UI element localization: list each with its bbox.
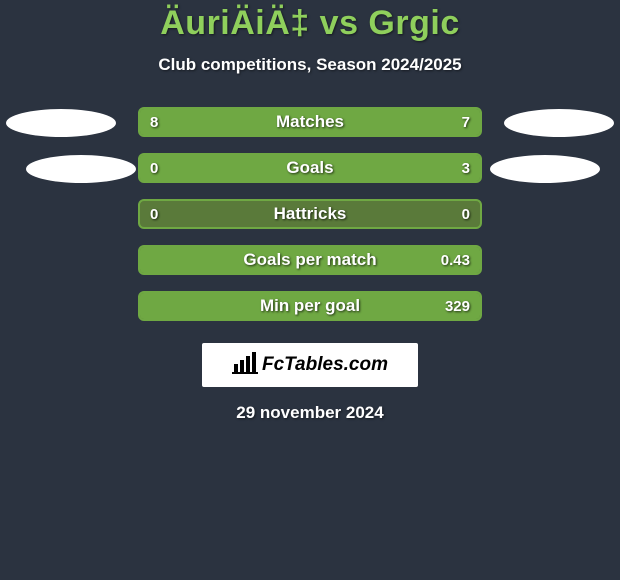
stat-left-value: 0 [150,201,158,227]
stat-bar: Goals per match0.43 [138,245,482,275]
stat-right-value: 0 [462,201,470,227]
stat-bar: Hattricks0 0 [138,199,482,229]
stat-rows: Matches87Goals03Hattricks00Goals per mat… [0,103,620,333]
stat-row: Goals0 3 [0,149,620,195]
stat-bar: Goals0 3 [138,153,482,183]
stat-right-value: 7 [462,109,470,135]
stat-bar: Min per goal329 [138,291,482,321]
chart-icon [232,352,258,379]
stat-label: Hattricks [140,201,480,227]
stat-left-value: 0 [150,155,158,181]
logo-inner: FcTables.com [232,352,388,379]
stat-right-value: 3 [462,155,470,181]
page-title: ÄuriÄiÄ‡ vs Grgic [0,4,620,43]
stat-label: Goals [140,155,480,181]
player-left-marker [26,155,136,183]
stat-bar: Matches8 7 [138,107,482,137]
stat-right-value: 0.43 [441,247,470,273]
stat-row: Goals per match0.43 [0,241,620,287]
date-text: 29 november 2024 [0,403,620,423]
player-right-marker [504,109,614,137]
player-left-marker [6,109,116,137]
logo-text: FcTables.com [262,354,388,376]
logo-box[interactable]: FcTables.com [202,343,418,387]
stat-row: Matches8 7 [0,103,620,149]
page-subtitle: Club competitions, Season 2024/2025 [0,55,620,75]
stat-row: Hattricks0 0 [0,195,620,241]
comparison-card: ÄuriÄiÄ‡ vs Grgic Club competitions, Sea… [0,0,620,423]
stat-label: Min per goal [140,293,480,319]
stat-label: Matches [140,109,480,135]
stat-left-value: 8 [150,109,158,135]
stat-label: Goals per match [140,247,480,273]
stat-row: Min per goal329 [0,287,620,333]
stat-right-value: 329 [445,293,470,319]
player-right-marker [490,155,600,183]
